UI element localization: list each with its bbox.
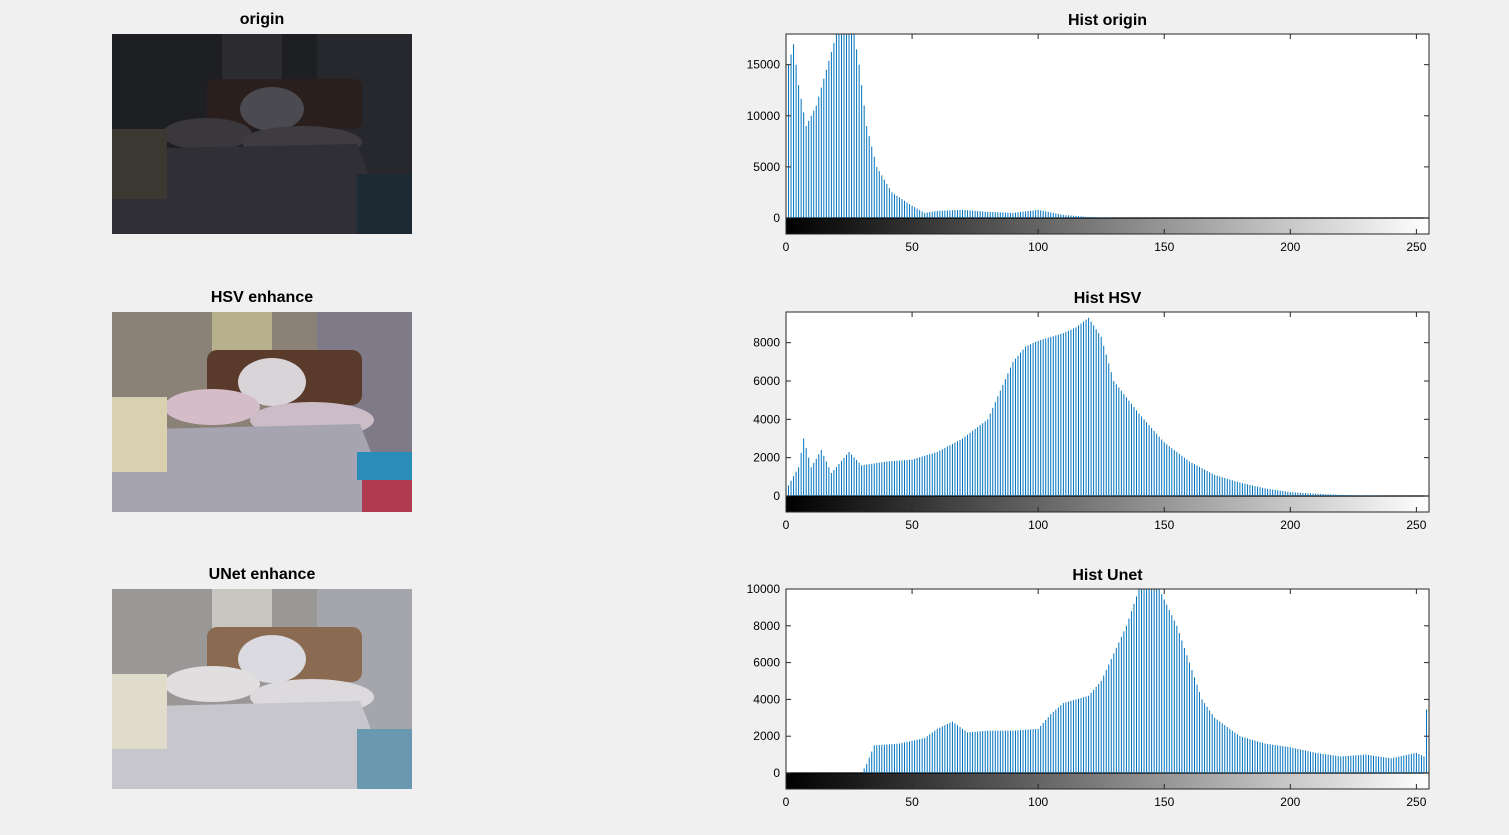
plot-area bbox=[786, 312, 1429, 512]
y-tick-label: 4000 bbox=[753, 412, 780, 426]
grayscale-colorbar bbox=[786, 773, 1429, 789]
panel-title-origin: origin bbox=[239, 11, 285, 28]
x-tick-label: 100 bbox=[1028, 518, 1048, 532]
panel-title-hsv: HSV enhance bbox=[210, 289, 314, 306]
origin-image bbox=[112, 34, 412, 234]
y-tick-label: 2000 bbox=[753, 451, 780, 465]
x-tick-label: 0 bbox=[783, 518, 790, 532]
y-tick-label: 6000 bbox=[753, 656, 780, 670]
y-tick-label: 0 bbox=[773, 211, 780, 225]
y-tick-label: 0 bbox=[773, 766, 780, 780]
axes-box bbox=[785, 588, 1430, 790]
x-tick-label: 200 bbox=[1280, 240, 1300, 254]
x-tick-label: 150 bbox=[1154, 518, 1174, 532]
y-tick-label: 10000 bbox=[747, 582, 781, 596]
grayscale-colorbar bbox=[786, 496, 1429, 512]
hist-title-unet: Hist Unet bbox=[1072, 567, 1143, 584]
hist-chart-hsv: 0 50 100 150 200 250 0 2000 4000 6000 8000 bbox=[753, 311, 1430, 532]
plot-area bbox=[786, 34, 1429, 234]
x-tick-label: 0 bbox=[783, 240, 790, 254]
hist-title-origin: Hist origin bbox=[1067, 12, 1148, 29]
histogram-bars bbox=[863, 589, 1430, 773]
axes-box bbox=[785, 33, 1430, 235]
y-tick-label: 5000 bbox=[753, 160, 780, 174]
y-tick-label: 8000 bbox=[753, 336, 780, 350]
x-tick-label: 100 bbox=[1028, 240, 1048, 254]
y-tick-label: 15000 bbox=[747, 58, 781, 72]
x-tick-label: 150 bbox=[1154, 795, 1174, 809]
y-tick-label: 0 bbox=[773, 489, 780, 503]
hist-chart-unet: 0 50 100 150 200 250 0 2000 4000 6000 8000 10000 bbox=[747, 582, 1430, 809]
grayscale-colorbar bbox=[786, 218, 1429, 234]
x-tick-label: 200 bbox=[1280, 795, 1300, 809]
x-tick-label: 50 bbox=[905, 795, 919, 809]
x-tick-label: 150 bbox=[1154, 240, 1174, 254]
y-tick-label: 4000 bbox=[753, 692, 780, 706]
y-tick-label: 2000 bbox=[753, 729, 780, 743]
y-tick-label: 6000 bbox=[753, 374, 780, 388]
plot-area bbox=[786, 589, 1429, 789]
panel-title-unet: UNet enhance bbox=[208, 566, 316, 583]
hsv-enhanced-image bbox=[112, 312, 412, 512]
hist-chart-origin: 0 50 100 150 200 250 0 5000 10000 15000 bbox=[747, 33, 1430, 254]
x-tick-label: 250 bbox=[1406, 240, 1426, 254]
histogram-bars bbox=[785, 34, 1137, 218]
x-tick-label: 0 bbox=[783, 795, 790, 809]
axes-box bbox=[785, 311, 1430, 513]
y-tick-label: 8000 bbox=[753, 619, 780, 633]
x-tick-label: 250 bbox=[1406, 795, 1426, 809]
x-tick-label: 250 bbox=[1406, 518, 1426, 532]
hist-title-hsv: Hist HSV bbox=[1073, 290, 1142, 307]
unet-enhanced-image bbox=[112, 589, 412, 789]
x-tick-label: 50 bbox=[905, 518, 919, 532]
x-tick-label: 50 bbox=[905, 240, 919, 254]
x-tick-label: 200 bbox=[1280, 518, 1300, 532]
y-tick-label: 10000 bbox=[747, 109, 781, 123]
histogram-bars bbox=[785, 317, 1427, 496]
x-tick-label: 100 bbox=[1028, 795, 1048, 809]
